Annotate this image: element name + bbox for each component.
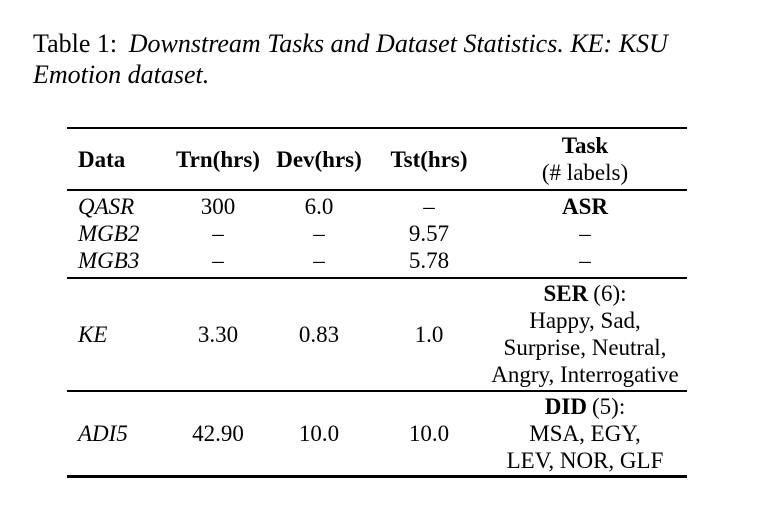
- task-cell: –: [579, 221, 591, 246]
- caption-label: Table 1:: [33, 29, 118, 58]
- task-description: SER (6): Happy, Sad, Surprise, Neutral, A…: [483, 280, 687, 388]
- task-header-sublabel: (# labels): [541, 160, 629, 185]
- trn-cell: –: [212, 248, 224, 273]
- header-row: Data Trn(hrs) Dev(hrs) Tst(hrs) Task (# …: [67, 128, 687, 190]
- tst-cell: –: [423, 194, 435, 219]
- task-label-line: Happy, Sad,: [529, 308, 641, 333]
- table-caption: Table 1: Downstream Tasks and Dataset Sta…: [33, 28, 739, 90]
- task-label-line: LEV, NOR, GLF: [506, 448, 664, 473]
- ser-row-group: KE 3.30 0.83 1.0 SER (6): Happy, Sad, Sur…: [67, 278, 687, 391]
- col-header-task: Task (# labels): [483, 128, 687, 190]
- asr-row-group: QASR 300 6.0 – ASR MGB2 – – 9.57 – MGB3 …: [67, 190, 687, 278]
- tst-cell: 10.0: [408, 421, 450, 446]
- trn-cell: 300: [200, 194, 236, 219]
- did-row-group: ADI5 42.90 10.0 10.0 DID (5): MSA, EGY, L…: [67, 391, 687, 477]
- task-cell: DID (5): MSA, EGY, LEV, NOR, GLF: [483, 391, 687, 477]
- table-row-mgb2: MGB2 – – 9.57 –: [67, 220, 687, 247]
- col-header-trn: Trn(hrs): [176, 146, 260, 172]
- table-head: Data Trn(hrs) Dev(hrs) Tst(hrs) Task (# …: [67, 128, 687, 190]
- dataset-name-cell: QASR: [78, 194, 135, 219]
- task-cell: ASR: [561, 194, 608, 219]
- task-name: DID: [544, 394, 587, 419]
- dataset-name-cell: KE: [78, 321, 108, 347]
- dev-cell: 0.83: [298, 321, 340, 347]
- task-label-line: MSA, EGY,: [529, 421, 641, 446]
- dataset-name-cell: MGB3: [78, 248, 140, 273]
- task-label-line: Surprise, Neutral,: [503, 335, 667, 360]
- task-heading: DID (5):: [483, 393, 687, 420]
- task-description: DID (5): MSA, EGY, LEV, NOR, GLF: [483, 393, 687, 474]
- dataset-name-cell: ADI5: [78, 421, 128, 446]
- task-label-line: Angry, Interrogative: [491, 362, 679, 387]
- col-header-data: Data: [78, 146, 126, 172]
- task-name: SER: [543, 281, 589, 306]
- caption-text: Downstream Tasks and Dataset Statistics.…: [33, 29, 668, 89]
- dev-cell: 6.0: [304, 194, 334, 219]
- dev-cell: –: [313, 248, 325, 273]
- task-cell: SER (6): Happy, Sad, Surprise, Neutral, A…: [483, 278, 687, 391]
- dataset-name-cell: MGB2: [78, 221, 140, 246]
- col-header-dev: Dev(hrs): [276, 146, 362, 172]
- task-label-count: (5):: [592, 394, 626, 419]
- task-label-count: (6):: [593, 281, 627, 306]
- table-row-ke: KE 3.30 0.83 1.0 SER (6): Happy, Sad, Sur…: [67, 278, 687, 391]
- task-heading: SER (6):: [483, 280, 687, 307]
- dev-cell: –: [313, 221, 325, 246]
- table-row-qasr: QASR 300 6.0 – ASR: [67, 190, 687, 220]
- dataset-stats-table: Data Trn(hrs) Dev(hrs) Tst(hrs) Task (# …: [67, 127, 687, 478]
- dev-cell: 10.0: [298, 421, 340, 446]
- tst-cell: 1.0: [414, 321, 444, 347]
- trn-cell: 3.30: [197, 321, 239, 347]
- trn-cell: –: [212, 221, 224, 246]
- task-header-title: Task: [561, 133, 609, 158]
- trn-cell: 42.90: [192, 421, 244, 446]
- table-row-mgb3: MGB3 – – 5.78 –: [67, 247, 687, 278]
- task-cell: –: [579, 248, 591, 273]
- table-row-adi5: ADI5 42.90 10.0 10.0 DID (5): MSA, EGY, L…: [67, 391, 687, 477]
- tst-cell: 5.78: [408, 248, 450, 273]
- tst-cell: 9.57: [408, 221, 450, 246]
- col-header-tst: Tst(hrs): [390, 146, 468, 172]
